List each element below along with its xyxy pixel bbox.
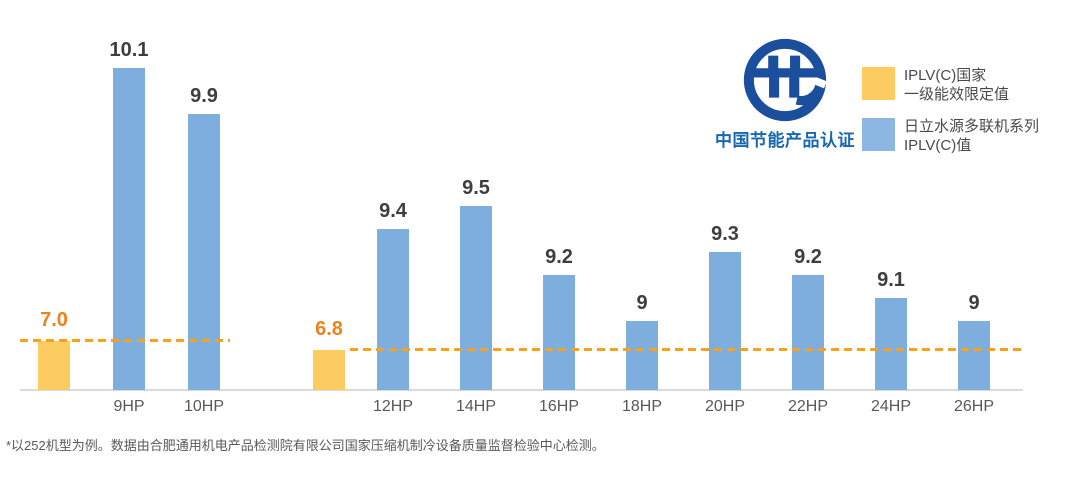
bar-9hp: [113, 68, 145, 390]
legend-label-limit: IPLV(C)国家 一级能效限定值: [904, 66, 1009, 104]
legend-line: IPLV(C)值: [904, 137, 972, 154]
bar-value-label: 9: [968, 292, 980, 314]
bar-value-label: 9.5: [462, 177, 490, 199]
limit-value-label: 7.0: [40, 309, 68, 331]
legend-label-measured: 日立水源多联机系列 IPLV(C)值: [904, 117, 1039, 155]
bar-value-label: 9.2: [794, 246, 822, 268]
category-label: 24HP: [870, 398, 912, 415]
category-label: 26HP: [953, 398, 995, 415]
category-label: 12HP: [372, 398, 414, 415]
bar-14hp: [460, 206, 492, 390]
x-axis-line: [20, 389, 1023, 391]
category-label: 20HP: [704, 398, 746, 415]
legend-line: IPLV(C)国家: [904, 67, 987, 84]
category-label: 10HP: [183, 398, 225, 415]
limit-value-label: 6.8: [315, 318, 343, 340]
legend-swatch-measured: [862, 118, 895, 151]
category-label: 14HP: [455, 398, 497, 415]
threshold-dash-line: [350, 348, 1025, 351]
bar-value-label: 9.2: [545, 246, 573, 268]
certification-label: 中国节能产品认证: [715, 131, 855, 150]
category-label: 18HP: [621, 398, 663, 415]
legend: IPLV(C)国家 一级能效限定值 日立水源多联机系列 IPLV(C)值: [862, 66, 1039, 168]
legend-line: 一级能效限定值: [904, 86, 1010, 103]
limit-bar: [38, 341, 70, 390]
bar-18hp: [626, 321, 658, 390]
bar-16hp: [543, 275, 575, 390]
threshold-dash-line: [20, 339, 230, 342]
legend-swatch-limit: [862, 67, 895, 100]
bar-value-label: 9.1: [877, 269, 905, 291]
category-label: 16HP: [538, 398, 580, 415]
bar-12hp: [377, 229, 409, 390]
legend-item-limit: IPLV(C)国家 一级能效限定值: [862, 66, 1039, 104]
category-label: 9HP: [113, 398, 145, 415]
limit-bar: [313, 350, 345, 390]
bar-value-label: 9.4: [379, 200, 407, 222]
bar-10hp: [188, 114, 220, 390]
footnote: *以252机型为例。数据由合肥通用机电产品检测院有限公司国家压缩机制冷设备质量监…: [6, 438, 605, 453]
legend-item-measured: 日立水源多联机系列 IPLV(C)值: [862, 117, 1039, 155]
bar-22hp: [792, 275, 824, 390]
bar-20hp: [709, 252, 741, 390]
category-label: 22HP: [787, 398, 829, 415]
bar-value-label: 9.3: [711, 223, 739, 245]
bar-24hp: [875, 298, 907, 390]
legend-line: 日立水源多联机系列: [904, 118, 1040, 135]
bar-value-label: 10.1: [109, 39, 149, 61]
energy-saving-cert-icon: [743, 38, 827, 122]
certification-mark: 中国节能产品认证: [701, 38, 869, 151]
bar-value-label: 9: [636, 292, 648, 314]
bar-value-label: 9.9: [190, 85, 218, 107]
bar-26hp: [958, 321, 990, 390]
